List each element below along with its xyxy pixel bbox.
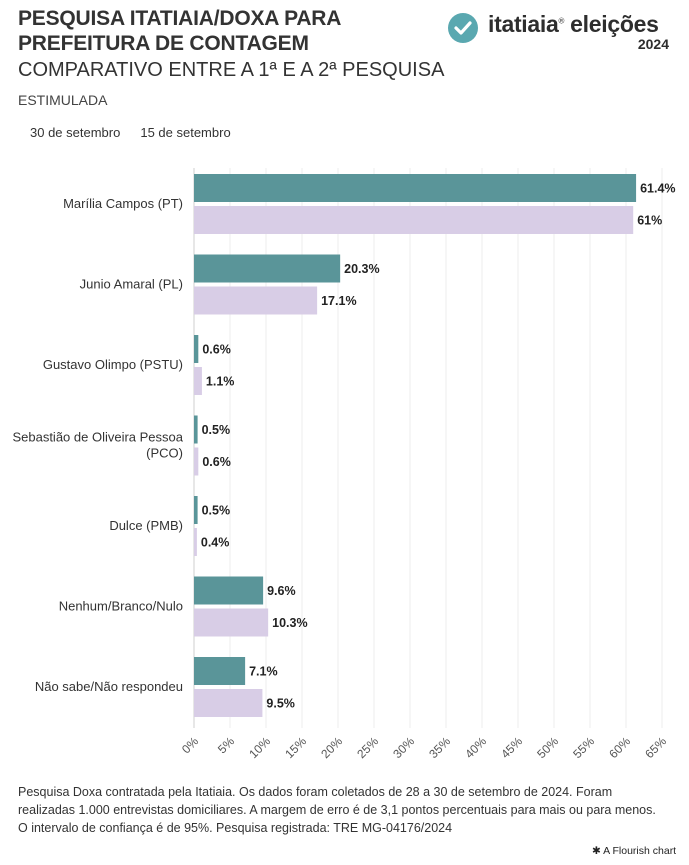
- bar: [194, 657, 246, 685]
- data-label: 20.3%: [344, 262, 379, 276]
- data-label: 61.4%: [640, 182, 675, 196]
- x-tick-label: 0%: [179, 734, 201, 756]
- data-label: 10.3%: [272, 616, 307, 630]
- data-label: 9.5%: [266, 697, 295, 711]
- check-icon: [448, 13, 478, 43]
- data-label: 0.6%: [202, 455, 231, 469]
- bar: [194, 608, 269, 637]
- footnote: Pesquisa Doxa contratada pela Itatiaia. …: [18, 785, 656, 835]
- x-tick-label: 20%: [318, 734, 345, 760]
- bar: [194, 206, 634, 234]
- category-label: Gustavo Olimpo (PSTU): [43, 357, 183, 372]
- legend-item-30-setembro[interactable]: 30 de setembro: [30, 125, 121, 140]
- bar: [194, 576, 264, 605]
- x-tick-label: 55%: [570, 734, 597, 760]
- bar-chart: 0% 5% 10% 15% 20% 25% 30% 35% 40% 45% 50% 55% 60% 65%…: [12, 168, 676, 760]
- legend: 30 de setembro 15 de setembro: [30, 125, 231, 140]
- category-label: Não sabe/Não respondeu: [35, 679, 183, 694]
- bar: [194, 174, 637, 202]
- x-tick-label: 10%: [246, 734, 273, 760]
- logo-year: 2024: [637, 36, 669, 52]
- x-tick-label: 65%: [642, 734, 669, 760]
- bar: [194, 254, 341, 283]
- bar: [194, 335, 199, 363]
- category-label: Junio Amaral (PL): [80, 277, 183, 292]
- bar: [194, 689, 263, 717]
- flourish-credit[interactable]: ✱ A Flourish chart: [592, 845, 677, 857]
- bar: [194, 286, 318, 315]
- category-label: Dulce (PMB): [109, 518, 183, 533]
- data-label: 9.6%: [267, 584, 296, 598]
- x-tick-label: 45%: [498, 734, 525, 760]
- data-label: 0.5%: [202, 504, 231, 518]
- data-label: 17.1%: [321, 294, 356, 308]
- data-label: 1.1%: [206, 375, 235, 389]
- category-label: Sebastião de Oliveira Pessoa: [12, 430, 183, 445]
- category-label: Nenhum/Branco/Nulo: [59, 599, 183, 614]
- x-tick-label: 25%: [354, 734, 381, 760]
- legend-item-15-setembro[interactable]: 15 de setembro: [140, 125, 231, 140]
- chart-subtitle: COMPARATIVO ENTRE A 1ª E A 2ª PESQUISA: [18, 59, 445, 81]
- data-label: 61%: [637, 214, 662, 228]
- survey-mode: ESTIMULADA: [18, 92, 108, 108]
- category-label: Marília Campos (PT): [63, 196, 183, 211]
- bar: [194, 528, 197, 556]
- x-tick-label: 35%: [426, 734, 453, 760]
- data-label: 0.6%: [202, 343, 231, 357]
- x-tick-label: 50%: [534, 734, 561, 760]
- x-tick-label: 30%: [390, 734, 417, 760]
- bar: [194, 367, 202, 395]
- x-tick-label: 60%: [606, 734, 633, 760]
- chart-title: PESQUISA ITATIAIA/DOXA PARA PREFEITURA D…: [18, 7, 341, 55]
- category-label: (PCO): [146, 446, 183, 461]
- bar: [194, 415, 198, 444]
- flourish-icon: ✱: [592, 845, 601, 857]
- x-tick-label: 15%: [282, 734, 309, 760]
- data-label: 0.4%: [201, 536, 230, 550]
- logo-wordmark: itatiaia® eleições: [488, 11, 659, 37]
- bar: [194, 496, 198, 524]
- data-label: 0.5%: [202, 423, 231, 437]
- x-tick-label: 40%: [462, 734, 489, 760]
- itatiaia-eleicoes-logo: itatiaia® eleições 2024: [448, 11, 673, 53]
- bar: [194, 447, 199, 476]
- data-label: 7.1%: [249, 665, 278, 679]
- x-tick-label: 5%: [215, 734, 237, 756]
